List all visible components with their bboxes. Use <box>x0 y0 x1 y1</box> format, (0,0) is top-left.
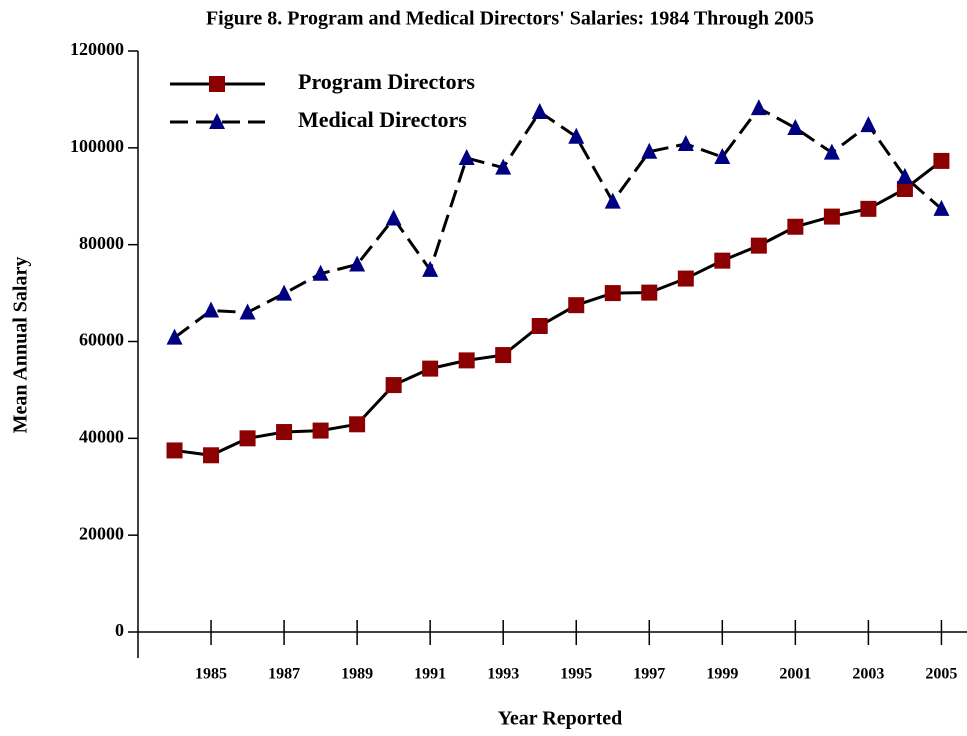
marker <box>896 180 913 197</box>
marker <box>495 158 512 175</box>
marker <box>860 116 877 133</box>
x-tick-label: 1993 <box>487 666 519 683</box>
marker <box>568 297 585 314</box>
marker <box>933 152 950 169</box>
legend-label: Program Directors <box>298 69 475 94</box>
y-tick-label: 120000 <box>70 39 124 59</box>
marker <box>750 99 767 116</box>
x-tick-label: 1987 <box>268 666 300 683</box>
y-axis-label: Mean Annual Salary <box>10 257 32 434</box>
marker <box>677 270 694 287</box>
marker <box>677 134 694 151</box>
marker <box>568 127 585 144</box>
marker <box>641 284 658 301</box>
marker <box>276 284 293 301</box>
legend-marker <box>209 113 225 129</box>
x-tick-label: 1997 <box>633 666 665 683</box>
marker <box>860 200 877 217</box>
marker <box>203 301 220 318</box>
marker <box>604 285 621 302</box>
legend-marker <box>209 76 225 92</box>
marker <box>495 347 512 364</box>
marker <box>203 447 220 464</box>
marker <box>385 209 402 226</box>
marker <box>933 199 950 216</box>
legend-label: Medical Directors <box>298 107 467 132</box>
x-tick-label: 1989 <box>341 666 373 683</box>
marker <box>714 252 731 269</box>
x-axis-label: Year Reported <box>498 708 623 730</box>
marker <box>714 148 731 165</box>
marker <box>604 192 621 209</box>
marker <box>349 255 366 272</box>
y-tick-label: 80000 <box>79 233 124 253</box>
marker <box>787 218 804 235</box>
marker <box>166 442 183 459</box>
y-tick-label: 40000 <box>79 426 124 446</box>
marker <box>276 424 293 441</box>
marker <box>787 118 804 135</box>
marker <box>641 142 658 159</box>
marker <box>239 303 256 320</box>
series-line <box>174 159 943 457</box>
x-tick-label: 2003 <box>852 666 884 683</box>
marker <box>896 167 913 184</box>
marker <box>531 318 548 335</box>
x-tick-label: 1999 <box>706 666 738 683</box>
marker <box>531 103 548 120</box>
marker <box>823 208 840 225</box>
marker <box>312 264 329 281</box>
x-tick-label: 2005 <box>925 666 957 683</box>
marker <box>823 143 840 160</box>
x-tick-label: 2001 <box>779 666 811 683</box>
y-tick-label: 100000 <box>70 136 124 156</box>
marker <box>239 430 256 447</box>
marker <box>422 260 439 277</box>
x-tick-label: 1995 <box>560 666 592 683</box>
series-line <box>173 106 943 339</box>
marker <box>312 422 329 439</box>
y-tick-label: 0 <box>115 620 124 640</box>
marker <box>385 377 402 394</box>
x-tick-label: 1985 <box>195 666 227 683</box>
y-tick-label: 20000 <box>79 523 124 543</box>
y-tick-label: 60000 <box>79 330 124 350</box>
marker <box>458 149 475 166</box>
marker <box>166 328 183 345</box>
x-tick-label: 1991 <box>414 666 446 683</box>
marker <box>422 360 439 377</box>
marker <box>458 352 475 369</box>
marker <box>750 237 767 254</box>
marker <box>349 416 366 433</box>
chart-title: Figure 8. Program and Medical Directors'… <box>206 8 814 30</box>
